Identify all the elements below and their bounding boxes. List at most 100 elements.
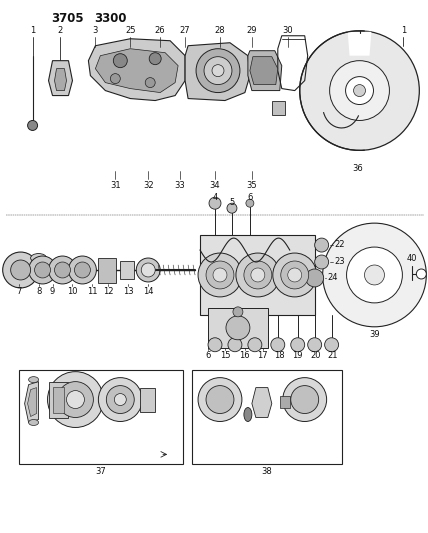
Text: 39: 39	[369, 330, 380, 340]
Circle shape	[308, 338, 322, 352]
Circle shape	[345, 77, 374, 104]
Circle shape	[68, 256, 96, 284]
Circle shape	[283, 378, 327, 422]
Polygon shape	[250, 56, 278, 85]
Circle shape	[145, 78, 155, 87]
Circle shape	[196, 49, 240, 93]
Circle shape	[54, 262, 71, 278]
Polygon shape	[252, 387, 272, 417]
Text: 19: 19	[292, 351, 303, 360]
Text: 3300: 3300	[94, 12, 127, 25]
Polygon shape	[48, 382, 68, 417]
Circle shape	[271, 338, 285, 352]
Circle shape	[288, 268, 302, 282]
Circle shape	[236, 253, 280, 297]
Circle shape	[213, 268, 227, 282]
Circle shape	[315, 238, 329, 252]
Circle shape	[206, 385, 234, 414]
Circle shape	[28, 120, 38, 131]
Circle shape	[136, 258, 160, 282]
Text: 9: 9	[50, 287, 55, 296]
Circle shape	[212, 64, 224, 77]
Circle shape	[74, 262, 90, 278]
Circle shape	[57, 382, 93, 417]
Text: 20: 20	[310, 351, 321, 360]
Text: 33: 33	[175, 181, 185, 190]
Text: 22: 22	[334, 239, 345, 248]
Text: 28: 28	[215, 26, 225, 35]
Text: 18: 18	[274, 351, 285, 360]
Polygon shape	[54, 69, 66, 91]
Circle shape	[416, 269, 426, 279]
Text: 26: 26	[155, 26, 166, 35]
Circle shape	[35, 262, 51, 278]
Text: 40: 40	[407, 254, 418, 263]
Circle shape	[325, 338, 339, 352]
Text: 15: 15	[220, 351, 230, 360]
Circle shape	[248, 338, 262, 352]
Ellipse shape	[30, 254, 47, 263]
Text: 30: 30	[282, 26, 293, 35]
Text: 3705: 3705	[51, 12, 84, 25]
Polygon shape	[248, 51, 282, 91]
Bar	[120, 261, 134, 279]
Circle shape	[246, 199, 254, 207]
Circle shape	[11, 260, 30, 280]
Text: 36: 36	[352, 164, 363, 173]
Circle shape	[113, 54, 127, 68]
Circle shape	[365, 265, 384, 285]
Bar	[192, 370, 342, 464]
Text: 3: 3	[93, 26, 98, 35]
Bar	[98, 258, 116, 283]
Bar	[19, 370, 183, 464]
Text: 16: 16	[240, 351, 250, 360]
Polygon shape	[95, 49, 178, 93]
Polygon shape	[53, 386, 65, 413]
Text: 8: 8	[36, 287, 41, 296]
Polygon shape	[25, 382, 39, 423]
Text: 7: 7	[16, 287, 21, 296]
Circle shape	[300, 31, 419, 150]
Ellipse shape	[29, 377, 39, 383]
Circle shape	[233, 307, 243, 317]
Circle shape	[198, 253, 242, 297]
Circle shape	[204, 56, 232, 85]
Circle shape	[227, 203, 237, 213]
Text: 2: 2	[58, 26, 63, 35]
Circle shape	[306, 269, 324, 287]
Circle shape	[141, 263, 155, 277]
Polygon shape	[48, 61, 72, 95]
Text: 6: 6	[205, 351, 211, 360]
Text: 13: 13	[123, 287, 134, 296]
Circle shape	[228, 338, 242, 352]
Text: 27: 27	[180, 26, 190, 35]
Circle shape	[48, 372, 103, 427]
Circle shape	[114, 393, 126, 406]
Circle shape	[347, 247, 402, 303]
Circle shape	[106, 385, 134, 414]
Text: 38: 38	[262, 467, 272, 476]
Circle shape	[66, 391, 84, 408]
Text: 14: 14	[143, 287, 154, 296]
Circle shape	[208, 338, 222, 352]
Text: 10: 10	[67, 287, 78, 296]
Circle shape	[198, 378, 242, 422]
Text: 6: 6	[247, 193, 253, 201]
Polygon shape	[28, 387, 36, 416]
Circle shape	[291, 385, 319, 414]
Polygon shape	[272, 101, 285, 116]
Polygon shape	[140, 387, 155, 411]
Circle shape	[251, 268, 265, 282]
Circle shape	[29, 256, 56, 284]
Text: 34: 34	[210, 181, 220, 190]
Circle shape	[98, 378, 142, 422]
Text: 25: 25	[125, 26, 136, 35]
Text: 32: 32	[143, 181, 154, 190]
Text: 1: 1	[30, 26, 35, 35]
Text: 35: 35	[247, 181, 257, 190]
Circle shape	[354, 85, 366, 96]
Polygon shape	[89, 39, 185, 101]
Text: 23: 23	[334, 256, 345, 265]
Circle shape	[110, 74, 120, 84]
Text: 31: 31	[110, 181, 121, 190]
